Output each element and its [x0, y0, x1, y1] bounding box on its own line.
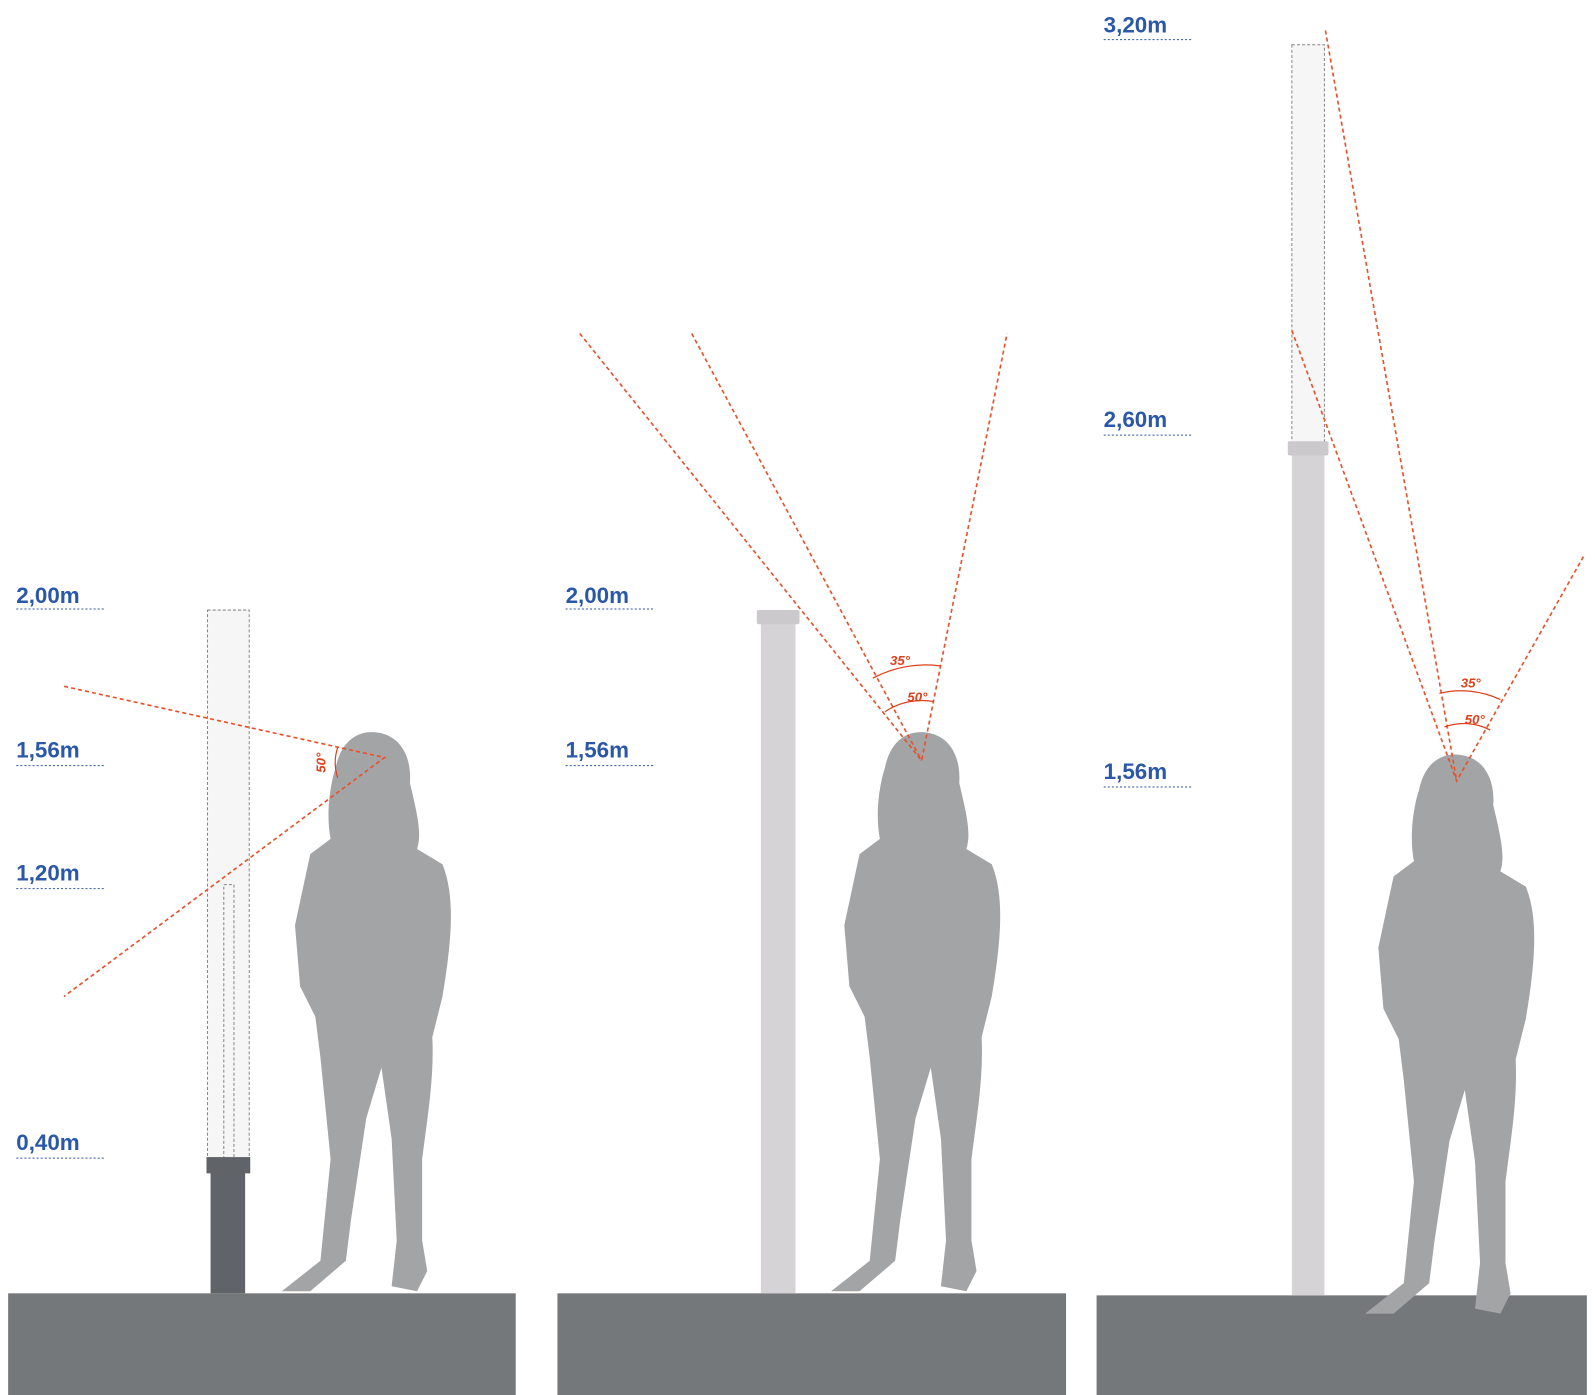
pole-cap [206, 1157, 251, 1174]
height-label: 2,60m [1104, 407, 1167, 432]
pole-base [210, 1169, 246, 1294]
ground [1096, 1295, 1587, 1395]
angle-label: 50° [907, 690, 928, 705]
panel-2: 35° 50° 2,00m 1,56m [557, 332, 1067, 1395]
ground [557, 1293, 1067, 1395]
angle-arc [1439, 690, 1501, 701]
panel-1: 50° 2,00m 1,56m 1,20m 0,40m [8, 583, 516, 1395]
pole-cap [756, 610, 800, 625]
sight-lines [63, 685, 387, 998]
height-label: 2,00m [16, 583, 79, 608]
pole-cap [1287, 441, 1329, 456]
angle-arc [1444, 722, 1491, 731]
angle-label: 35° [1461, 675, 1482, 690]
pole [1291, 453, 1325, 1296]
angle-arc [884, 699, 934, 713]
height-label: 1,20m [16, 861, 79, 886]
angle-label: 50° [1465, 712, 1486, 727]
pole [760, 622, 796, 1294]
panel-3: 35° 50° 3,20m 2,60m 1,56m [1096, 13, 1587, 1395]
sight-lines [579, 332, 1008, 763]
person [831, 732, 1001, 1292]
height-label: 0,40m [16, 1130, 79, 1155]
person [1365, 754, 1535, 1314]
ghost-pole [1291, 44, 1325, 444]
sight-lines [1291, 30, 1586, 783]
angle-label: 50° [314, 752, 329, 773]
angle-label: 35° [890, 653, 911, 668]
ground [8, 1293, 516, 1395]
person [281, 732, 451, 1292]
height-label: 1,56m [16, 737, 79, 762]
height-label: 1,56m [566, 737, 629, 762]
angle-arc [334, 747, 339, 779]
height-label: 1,56m [1104, 759, 1167, 784]
ghost-inner [223, 884, 235, 1160]
height-label: 2,00m [566, 583, 629, 608]
angle-arc [872, 664, 942, 679]
height-label: 3,20m [1104, 13, 1167, 38]
